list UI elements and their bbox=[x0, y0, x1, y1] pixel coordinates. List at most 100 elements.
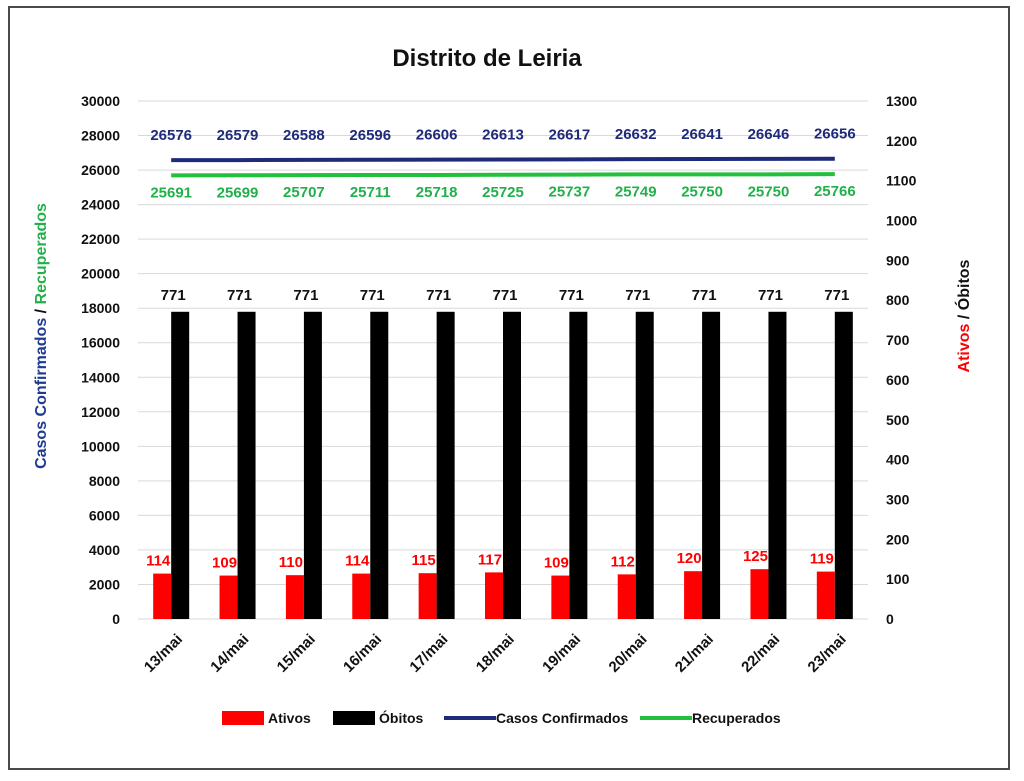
y-left-tick-label: 20000 bbox=[81, 266, 120, 282]
line-casos-confirmados bbox=[171, 156, 835, 163]
bar-obitos bbox=[436, 311, 455, 619]
data-label-casos-confirmados: 26656 bbox=[814, 126, 856, 143]
y-right-tick-label: 1100 bbox=[886, 173, 917, 189]
y-left-tick-label: 12000 bbox=[81, 404, 120, 420]
y-right-tick-label: 500 bbox=[886, 412, 910, 428]
data-label-ativos: 125 bbox=[743, 548, 768, 565]
x-tick-label: 23/mai bbox=[805, 631, 850, 676]
x-tick-label: 14/mai bbox=[207, 631, 252, 676]
data-label-recuperados: 25718 bbox=[416, 184, 458, 201]
data-label-casos-confirmados: 26613 bbox=[482, 126, 524, 143]
data-label-casos-confirmados: 26632 bbox=[615, 126, 657, 143]
y-left-axis-title-sep: / bbox=[33, 304, 50, 317]
data-label-ativos: 109 bbox=[544, 555, 569, 572]
legend-label: Recuperados bbox=[692, 710, 781, 726]
y-left-tick-label: 14000 bbox=[81, 369, 120, 385]
data-label-recuperados: 25750 bbox=[748, 183, 790, 200]
y-left-tick-label: 24000 bbox=[81, 197, 120, 213]
data-label-casos-confirmados: 26646 bbox=[748, 126, 790, 143]
y-right-tick-label: 100 bbox=[886, 571, 910, 587]
data-label-ativos: 112 bbox=[611, 553, 635, 570]
data-label-obitos: 771 bbox=[161, 287, 186, 304]
x-tick-label: 18/mai bbox=[473, 631, 518, 676]
chart-title: Distrito de Leiria bbox=[392, 45, 582, 72]
bar-obitos bbox=[303, 311, 322, 619]
y-left-tick-label: 8000 bbox=[89, 473, 120, 489]
y-right-axis-title-part2: Óbitos bbox=[954, 259, 973, 310]
y-right-axis-title-part1: Ativos bbox=[956, 323, 973, 372]
data-label-casos-confirmados: 26579 bbox=[217, 127, 259, 144]
data-label-obitos: 771 bbox=[758, 287, 783, 304]
legend-label: Óbitos bbox=[379, 709, 424, 726]
data-label-ativos: 117 bbox=[478, 551, 502, 568]
data-label-recuperados: 25750 bbox=[681, 183, 723, 200]
data-label-casos-confirmados: 26641 bbox=[681, 126, 723, 143]
bar-ativos bbox=[816, 571, 835, 619]
data-label-casos-confirmados: 26606 bbox=[416, 127, 458, 144]
y-right-axis-title: Ativos / Óbitos bbox=[954, 259, 973, 372]
y-left-axis-title-part2: Recuperados bbox=[33, 203, 50, 304]
y-left-tick-label: 2000 bbox=[89, 576, 120, 592]
bar-ativos bbox=[285, 575, 304, 619]
data-label-ativos: 114 bbox=[345, 553, 370, 570]
y-left-tick-label: 0 bbox=[112, 611, 120, 627]
x-tick-label: 17/mai bbox=[406, 631, 451, 676]
data-label-recuperados: 25737 bbox=[549, 184, 591, 201]
data-label-ativos: 120 bbox=[677, 550, 702, 567]
data-label-recuperados: 25749 bbox=[615, 183, 657, 200]
y-right-tick-label: 1000 bbox=[886, 213, 917, 229]
y-right-tick-label: 700 bbox=[886, 332, 910, 348]
data-label-ativos: 115 bbox=[412, 552, 436, 569]
y-right-axis-title-sep: / bbox=[956, 310, 973, 323]
y-left-axis-title-part1: Casos Confirmados bbox=[33, 318, 50, 469]
y-right-tick-label: 0 bbox=[886, 611, 894, 627]
bar-ativos bbox=[219, 575, 238, 619]
data-label-recuperados: 25691 bbox=[150, 184, 192, 201]
data-label-ativos: 119 bbox=[810, 551, 834, 568]
bar-ativos bbox=[352, 573, 371, 619]
data-label-recuperados: 25766 bbox=[814, 183, 856, 200]
data-label-recuperados: 25707 bbox=[283, 184, 325, 201]
x-tick-label: 22/mai bbox=[738, 631, 783, 676]
y-left-tick-label: 22000 bbox=[81, 231, 120, 247]
y-right-tick-label: 1200 bbox=[886, 133, 917, 149]
data-label-casos-confirmados: 26596 bbox=[349, 127, 391, 144]
x-tick-label: 19/mai bbox=[539, 631, 584, 676]
x-tick-label: 15/mai bbox=[274, 631, 319, 676]
bar-obitos bbox=[768, 311, 787, 619]
y-right-tick-label: 200 bbox=[886, 531, 910, 547]
data-label-obitos: 771 bbox=[824, 287, 849, 304]
data-label-ativos: 109 bbox=[212, 555, 237, 572]
data-label-ativos: 110 bbox=[279, 554, 303, 571]
data-label-recuperados: 25725 bbox=[482, 184, 524, 201]
y-left-tick-label: 10000 bbox=[81, 438, 120, 454]
data-label-obitos: 771 bbox=[426, 287, 451, 304]
bar-ativos bbox=[485, 572, 503, 619]
line-recuperados bbox=[171, 172, 835, 178]
data-label-obitos: 771 bbox=[360, 287, 385, 304]
bar-obitos bbox=[370, 311, 389, 619]
y-right-tick-label: 800 bbox=[886, 292, 910, 308]
y-left-axis-title: Casos Confirmados / Recuperados bbox=[33, 203, 50, 469]
data-label-obitos: 771 bbox=[692, 287, 717, 304]
y-left-tick-label: 18000 bbox=[81, 300, 120, 316]
bar-ativos bbox=[684, 571, 703, 619]
y-left-tick-label: 6000 bbox=[89, 507, 120, 523]
data-label-recuperados: 25699 bbox=[217, 184, 259, 201]
bar-obitos bbox=[702, 311, 721, 619]
y-right-tick-label: 300 bbox=[886, 491, 910, 507]
y-left-tick-label: 26000 bbox=[81, 162, 120, 178]
bar-ativos bbox=[153, 573, 172, 619]
y-left-tick-label: 4000 bbox=[89, 542, 120, 558]
data-label-obitos: 771 bbox=[293, 287, 318, 304]
bar-obitos bbox=[503, 311, 521, 619]
legend-label: Ativos bbox=[268, 710, 311, 726]
bar-ativos bbox=[551, 575, 570, 619]
bar-ativos bbox=[617, 574, 636, 619]
y-right-tick-label: 900 bbox=[886, 252, 910, 268]
data-label-ativos: 114 bbox=[146, 553, 171, 570]
x-tick-label: 20/mai bbox=[606, 631, 651, 676]
legend-swatch-bitos bbox=[333, 711, 375, 725]
legend-label: Casos Confirmados bbox=[496, 710, 628, 726]
